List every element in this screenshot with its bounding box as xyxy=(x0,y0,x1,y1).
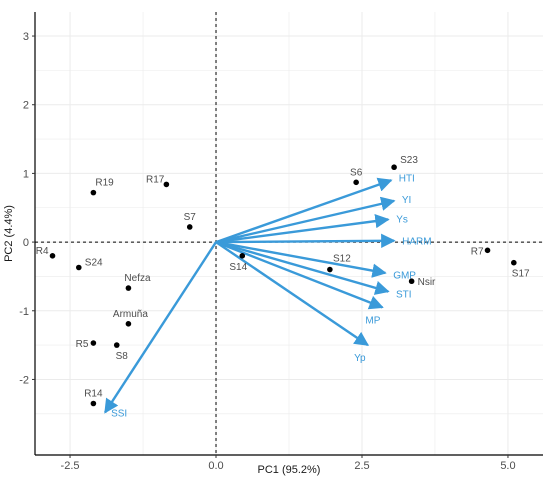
vector-label-ys: Ys xyxy=(396,214,408,225)
vector-label-gmp: GMP xyxy=(393,270,416,281)
vector-ssi xyxy=(104,241,218,414)
y-tick-label: -2 xyxy=(19,374,29,386)
vector-label-mp: MP xyxy=(365,315,380,326)
point-label-r19: R19 xyxy=(95,178,114,189)
y-tick-label: 0 xyxy=(23,237,29,249)
point-label-nefza: Nefza xyxy=(124,273,151,284)
point-s23 xyxy=(391,164,397,171)
point-label-armuña: Armuña xyxy=(113,309,148,320)
point-label-r7: R7 xyxy=(471,246,484,257)
point-label-nsir: Nsir xyxy=(418,277,436,288)
vector-mp xyxy=(215,240,384,310)
x-tick-label: 2.5 xyxy=(354,460,369,472)
x-tick-label: -2.5 xyxy=(61,460,80,472)
point-label-s14: S14 xyxy=(229,262,247,273)
point-s17 xyxy=(511,259,517,266)
point-label-s7: S7 xyxy=(184,212,197,223)
point-r19 xyxy=(90,189,97,196)
point-s24 xyxy=(75,264,82,271)
x-axis-title: PC1 (95.2%) xyxy=(258,464,321,476)
y-tick-label: 2 xyxy=(23,100,29,112)
vector-label-yp: Yp xyxy=(354,353,366,364)
point-armuña xyxy=(125,321,132,327)
point-label-r17: R17 xyxy=(146,174,165,185)
vector-hti xyxy=(215,177,393,244)
point-label-r4: R4 xyxy=(36,246,49,257)
point-r17 xyxy=(163,181,170,188)
point-label-r5: R5 xyxy=(76,339,89,350)
y-tick-label: 1 xyxy=(23,168,29,180)
x-tick-label: 0.0 xyxy=(208,460,223,472)
point-s7 xyxy=(186,224,193,230)
vector-label-sti: STI xyxy=(396,290,412,301)
point-s14 xyxy=(239,253,246,259)
vector-ys xyxy=(215,213,390,244)
point-label-s23: S23 xyxy=(400,155,418,166)
point-label-s17: S17 xyxy=(512,269,530,280)
point-r14 xyxy=(90,400,97,407)
point-s6 xyxy=(353,179,359,186)
vector-label-hti: HTI xyxy=(399,174,415,185)
point-nsir xyxy=(408,278,415,285)
vector-label-yi: YI xyxy=(402,195,411,206)
vector-harm xyxy=(216,233,396,249)
y-tick-label: 3 xyxy=(23,31,29,43)
point-label-r14: R14 xyxy=(84,388,103,399)
point-label-s24: S24 xyxy=(85,257,103,268)
x-tick-label: 5.0 xyxy=(500,460,515,472)
y-tick-label: -1 xyxy=(19,306,29,318)
axes: -2.5 0.0 2.5 5.0 -2 -1 0 1 2 3 xyxy=(19,12,543,472)
point-r7 xyxy=(484,247,491,254)
point-r4 xyxy=(49,253,56,259)
vector-gmp xyxy=(215,240,387,278)
point-label-s6: S6 xyxy=(350,167,363,178)
score-points: R19 R17 S7 R4 S24 Nefza Armuña R5 S8 R14 S14 S12 S6 S… xyxy=(36,155,530,407)
vector-label-ssi: SSI xyxy=(111,408,127,419)
vector-sti xyxy=(215,240,390,295)
vector-yp xyxy=(215,241,370,347)
point-r5 xyxy=(90,340,97,346)
point-label-s8: S8 xyxy=(116,351,129,362)
point-s12 xyxy=(327,266,333,273)
point-label-s12: S12 xyxy=(333,254,351,265)
point-nefza xyxy=(125,285,132,291)
y-axis-title: PC2 (4.4%) xyxy=(3,205,15,262)
loading-vectors: HTI YI Ys HARM GMP STI MP Yp SSI xyxy=(104,174,432,419)
point-s8 xyxy=(113,342,120,348)
vector-label-harm: HARM xyxy=(402,237,431,248)
vector-yi xyxy=(215,196,396,244)
